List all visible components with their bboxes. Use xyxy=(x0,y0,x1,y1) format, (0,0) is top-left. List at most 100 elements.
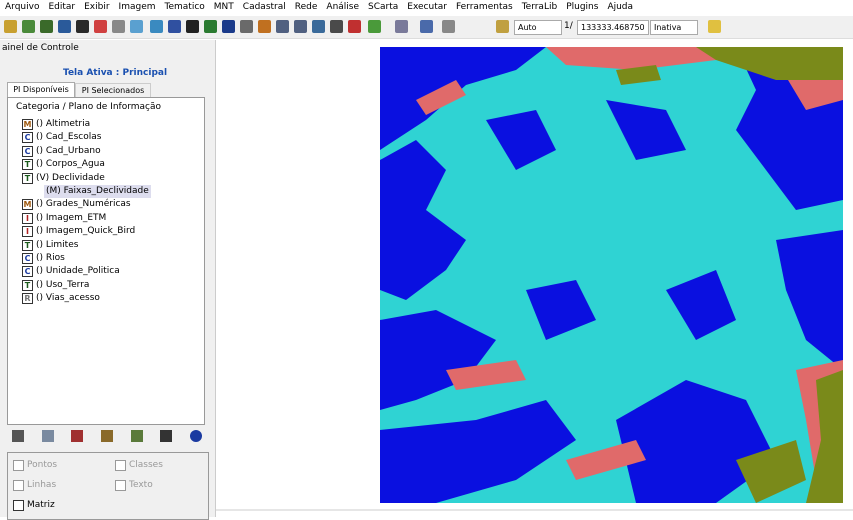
layer-icon: M xyxy=(22,119,33,130)
layer-label[interactable]: () Uso_Terra xyxy=(36,279,90,290)
layer-icon: I xyxy=(22,226,33,238)
icon[interactable] xyxy=(41,430,54,442)
menu-item[interactable]: Executar xyxy=(407,2,447,12)
tool-icon[interactable] xyxy=(330,20,343,33)
layer-label[interactable]: () Cad_Escolas xyxy=(36,132,102,143)
tree-row[interactable]: R() Vias_acesso xyxy=(8,292,198,305)
tool-icon[interactable] xyxy=(368,20,381,33)
tool-icon[interactable] xyxy=(168,20,181,33)
scale-value[interactable]: 133333.468750 xyxy=(577,20,649,35)
icon[interactable] xyxy=(130,430,143,442)
layer-label[interactable]: () Rios xyxy=(36,253,65,263)
help-icon[interactable] xyxy=(708,20,721,33)
tool-icon[interactable] xyxy=(258,20,271,33)
tool-icon[interactable] xyxy=(420,20,433,33)
scale-mode[interactable]: Auto xyxy=(514,20,562,35)
tool-icon[interactable] xyxy=(442,20,455,33)
tool-icon[interactable] xyxy=(222,20,235,33)
map-canvas xyxy=(216,40,853,517)
layer-icon: T xyxy=(22,159,33,171)
tool-icon[interactable] xyxy=(204,20,217,33)
layer-label[interactable]: () Vias_acesso xyxy=(36,293,100,304)
layer-label[interactable]: (V) Declividade xyxy=(36,172,105,183)
layer-label[interactable]: () Altimetria xyxy=(36,119,91,129)
menu-item[interactable]: Rede xyxy=(294,2,318,12)
tool-icon[interactable] xyxy=(276,20,289,33)
menu-item[interactable]: Exibir xyxy=(84,2,110,12)
layer-icon: T xyxy=(22,172,33,184)
menu-item[interactable]: Imagem xyxy=(118,2,156,12)
menu-item[interactable]: MNT xyxy=(213,2,234,12)
tool-icon[interactable] xyxy=(496,20,509,33)
tool-icon[interactable] xyxy=(348,20,361,33)
tool-icon[interactable] xyxy=(112,20,125,33)
layer-label[interactable]: () Imagem_ETM xyxy=(36,212,107,223)
checkbox-label[interactable]: Matriz xyxy=(27,500,55,510)
checkbox-label[interactable]: Linhas xyxy=(27,480,57,490)
checkbox[interactable] xyxy=(115,460,126,471)
menu-item[interactable]: Tematico xyxy=(164,2,205,12)
tool-icon[interactable] xyxy=(312,20,325,33)
icon[interactable] xyxy=(71,430,84,442)
state-select[interactable]: Inativa xyxy=(650,20,698,35)
tool-icon[interactable] xyxy=(395,20,408,33)
layer-label[interactable]: () Limites xyxy=(36,239,79,250)
layer-label[interactable]: () Unidade_Politica xyxy=(36,266,120,277)
tool-icon[interactable] xyxy=(130,20,143,33)
tree-row[interactable]: C() Rios xyxy=(8,252,198,265)
tree-row[interactable]: C() Cad_Escolas xyxy=(8,131,198,144)
layer-icon: T xyxy=(22,239,33,251)
tool-icon[interactable] xyxy=(40,20,53,33)
checkbox[interactable] xyxy=(13,460,24,471)
tree-row[interactable]: I() Imagem_ETM xyxy=(8,212,198,225)
layer-icon: R xyxy=(22,293,33,305)
checkbox-label[interactable]: Classes xyxy=(129,460,163,470)
tree-row[interactable]: M() Altimetria xyxy=(8,118,198,131)
tab[interactable]: PI Disponíveis xyxy=(7,82,75,97)
tree-row[interactable]: T() Uso_Terra xyxy=(8,279,198,292)
menu-item[interactable]: SCarta xyxy=(368,2,399,12)
checkbox[interactable] xyxy=(115,480,126,491)
checkbox[interactable] xyxy=(13,500,24,511)
tree-row[interactable]: C() Unidade_Politica xyxy=(8,265,198,278)
tool-icon[interactable] xyxy=(186,20,199,33)
layer-label[interactable]: () Cad_Urbano xyxy=(36,145,101,156)
checkbox[interactable] xyxy=(13,480,24,491)
menu-item[interactable]: TerraLib xyxy=(521,2,558,12)
panel-title: ainel de Controle xyxy=(2,43,79,53)
tool-icon[interactable] xyxy=(150,20,163,33)
checkbox-label[interactable]: Texto xyxy=(129,480,153,490)
tree-row[interactable]: I() Imagem_Quick_Bird xyxy=(8,225,198,238)
tool-icon[interactable] xyxy=(76,20,89,33)
menu-item[interactable]: Análise xyxy=(326,2,360,12)
menu-item[interactable]: Editar xyxy=(48,2,76,12)
tool-icon[interactable] xyxy=(22,20,35,33)
tool-icon[interactable] xyxy=(58,20,71,33)
icon[interactable] xyxy=(12,430,24,442)
tool-icon[interactable] xyxy=(94,20,107,33)
layer-label[interactable]: () Corpos_Agua xyxy=(36,159,105,170)
menu-bar: Arquivo Editar Exibir Imagem Tematico MNT Cada… xyxy=(0,0,853,15)
tree-row[interactable]: T() Corpos_Agua xyxy=(8,158,198,171)
menu-item[interactable]: Ajuda xyxy=(607,2,634,12)
tree-row[interactable]: M() Grades_Numéricas xyxy=(8,198,198,211)
tree-row[interactable]: C() Cad_Urbano xyxy=(8,145,198,158)
tool-icon[interactable] xyxy=(294,20,307,33)
menu-item[interactable]: Plugins xyxy=(566,2,599,12)
checkbox-label[interactable]: Pontos xyxy=(27,460,58,470)
selected-layer[interactable]: (M) Faixas_Declividade xyxy=(44,185,151,198)
menu-item[interactable]: Ferramentas xyxy=(455,2,513,12)
tab[interactable]: PI Selecionados xyxy=(75,83,151,98)
tool-icon[interactable] xyxy=(4,20,17,33)
tree-row[interactable]: T (V) Declividade xyxy=(8,172,198,185)
icon[interactable] xyxy=(189,430,202,442)
icon[interactable] xyxy=(100,430,113,442)
layer-label[interactable]: () Grades_Numéricas xyxy=(36,199,131,210)
menu-item[interactable]: Cadastral xyxy=(242,2,286,12)
layer-label[interactable]: () Imagem_Quick_Bird xyxy=(36,226,136,237)
tool-icon[interactable] xyxy=(240,20,253,33)
tree-row[interactable]: T() Limites xyxy=(8,239,198,252)
menu-item[interactable]: Arquivo xyxy=(5,2,40,12)
icon[interactable] xyxy=(160,430,173,442)
